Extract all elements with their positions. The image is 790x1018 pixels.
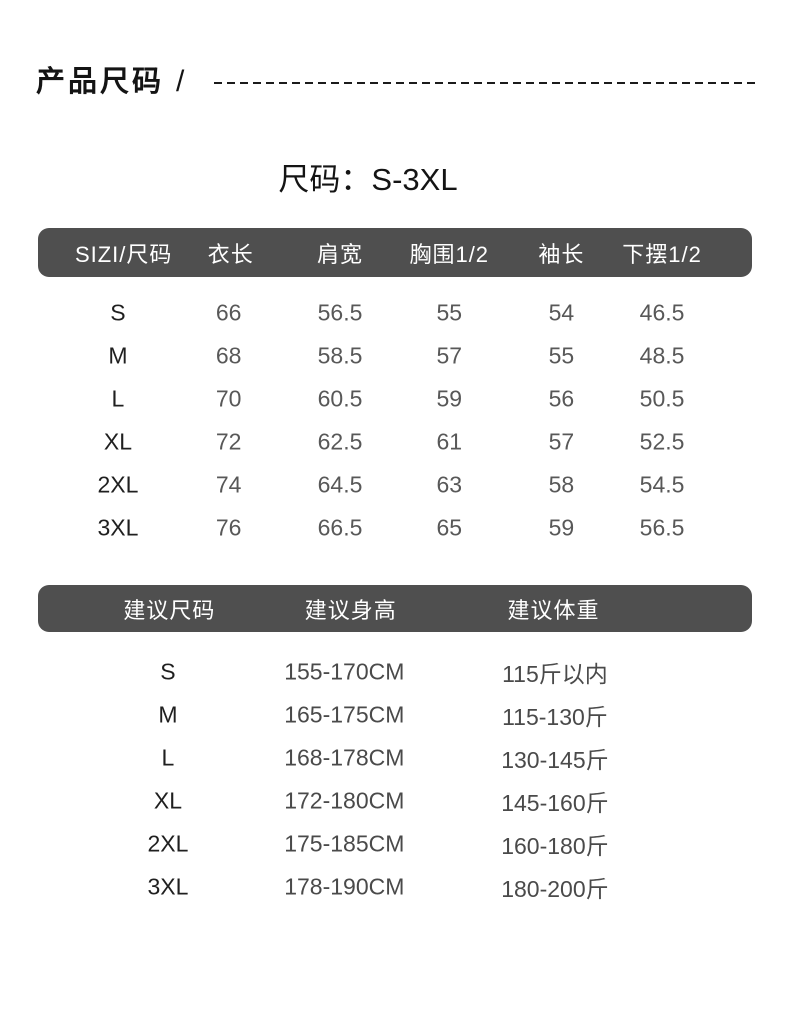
table-row: S 66 56.5 55 54 46.5 <box>38 291 752 334</box>
weight-cell: 180-200斤 <box>501 875 609 902</box>
table-row: L 70 60.5 59 56 50.5 <box>38 377 752 420</box>
table-row: 3XL 178-190CM 180-200斤 <box>38 865 752 908</box>
value-cell: 52.5 <box>639 428 685 454</box>
table-row: M 165-175CM 115-130斤 <box>38 693 752 736</box>
value-cell: 56.5 <box>317 299 363 325</box>
title-slash: / <box>176 65 185 98</box>
value-cell: 61 <box>436 428 463 454</box>
size-table: SIZI/尺码 衣长 肩宽 胸围1/2 袖长 下摆1/2 S 66 56.5 5… <box>38 228 752 549</box>
size-table-body: S 66 56.5 55 54 46.5 M 68 58.5 57 55 48.… <box>38 291 752 549</box>
value-cell: 57 <box>436 342 463 368</box>
value-cell: 65 <box>436 514 463 540</box>
value-cell: 56.5 <box>639 514 685 540</box>
suggestion-table-body: S 155-170CM 115斤以内 M 165-175CM 115-130斤 … <box>38 650 752 908</box>
size-label-cell: 3XL <box>147 873 189 899</box>
table-row: M 68 58.5 57 55 48.5 <box>38 334 752 377</box>
size-table-header-bar: SIZI/尺码 衣长 肩宽 胸围1/2 袖长 下摆1/2 <box>38 228 752 277</box>
weight-cell: 115-130斤 <box>502 703 608 730</box>
size-label-cell: XL <box>103 428 133 454</box>
value-cell: 56 <box>548 385 575 411</box>
value-cell: 72 <box>215 428 242 454</box>
weight-cell: 130-145斤 <box>501 746 609 773</box>
table-row: S 155-170CM 115斤以内 <box>38 650 752 693</box>
value-cell: 54.5 <box>639 471 685 497</box>
column-header-size: SIZI/尺码 <box>74 241 173 267</box>
value-cell: 66 <box>215 299 242 325</box>
column-header-length: 衣长 <box>207 241 254 267</box>
value-cell: 70 <box>215 385 242 411</box>
value-cell: 50.5 <box>639 385 685 411</box>
table-row: XL 172-180CM 145-160斤 <box>38 779 752 822</box>
size-label-cell: XL <box>153 787 183 813</box>
value-cell: 55 <box>436 299 463 325</box>
value-cell: 55 <box>548 342 575 368</box>
size-label-cell: 2XL <box>147 830 189 856</box>
size-label-cell: S <box>160 658 176 684</box>
column-header-shoulder: 肩宽 <box>317 241 364 267</box>
value-cell: 57 <box>548 428 575 454</box>
column-header-chest: 胸围1/2 <box>409 241 490 267</box>
size-label-cell: L <box>161 744 175 770</box>
column-header-suggested-weight: 建议体重 <box>507 597 600 623</box>
height-cell: 168-178CM <box>284 744 405 770</box>
size-label-cell: S <box>110 299 126 325</box>
suggestion-table-header-bar: 建议尺码 建议身高 建议体重 <box>38 585 752 632</box>
column-header-suggested-height: 建议身高 <box>304 597 397 623</box>
value-cell: 62.5 <box>317 428 363 454</box>
table-row: XL 72 62.5 61 57 52.5 <box>38 420 752 463</box>
value-cell: 64.5 <box>317 471 363 497</box>
value-cell: 60.5 <box>317 385 363 411</box>
size-label-cell: M <box>108 342 128 368</box>
section-header: 产品尺码 / <box>0 0 790 100</box>
page-title: 产品尺码 <box>36 66 165 98</box>
size-label-cell: L <box>111 385 125 411</box>
height-cell: 165-175CM <box>284 701 405 727</box>
value-cell: 74 <box>215 471 242 497</box>
table-row: 2XL 175-185CM 160-180斤 <box>38 822 752 865</box>
value-cell: 58.5 <box>317 342 363 368</box>
table-row: 2XL 74 64.5 63 58 54.5 <box>38 463 752 506</box>
weight-cell: 160-180斤 <box>501 832 609 859</box>
weight-cell: 145-160斤 <box>501 789 609 816</box>
size-label-cell: 3XL <box>97 514 139 540</box>
height-cell: 175-185CM <box>284 830 405 856</box>
dashed-divider <box>214 82 756 84</box>
value-cell: 68 <box>215 342 242 368</box>
value-cell: 59 <box>436 385 463 411</box>
weight-cell: 115斤以内 <box>502 660 608 687</box>
table-row: 3XL 76 66.5 65 59 56.5 <box>38 506 752 549</box>
column-header-suggested-size: 建议尺码 <box>123 597 216 623</box>
size-label-cell: M <box>158 701 178 727</box>
suggestion-table: 建议尺码 建议身高 建议体重 S 155-170CM 115斤以内 M 165-… <box>38 585 752 908</box>
value-cell: 59 <box>548 514 575 540</box>
height-cell: 178-190CM <box>284 873 405 899</box>
height-cell: 155-170CM <box>284 658 405 684</box>
size-label-cell: 2XL <box>97 471 139 497</box>
size-range-subtitle: 尺码：S-3XL <box>278 162 458 197</box>
value-cell: 46.5 <box>639 299 685 325</box>
table-row: L 168-178CM 130-145斤 <box>38 736 752 779</box>
column-header-sleeve: 袖长 <box>538 241 585 267</box>
value-cell: 66.5 <box>317 514 363 540</box>
value-cell: 58 <box>548 471 575 497</box>
value-cell: 54 <box>548 299 575 325</box>
value-cell: 48.5 <box>639 342 685 368</box>
column-header-hem: 下摆1/2 <box>622 241 702 267</box>
value-cell: 63 <box>436 471 463 497</box>
height-cell: 172-180CM <box>284 787 405 813</box>
value-cell: 76 <box>215 514 242 540</box>
